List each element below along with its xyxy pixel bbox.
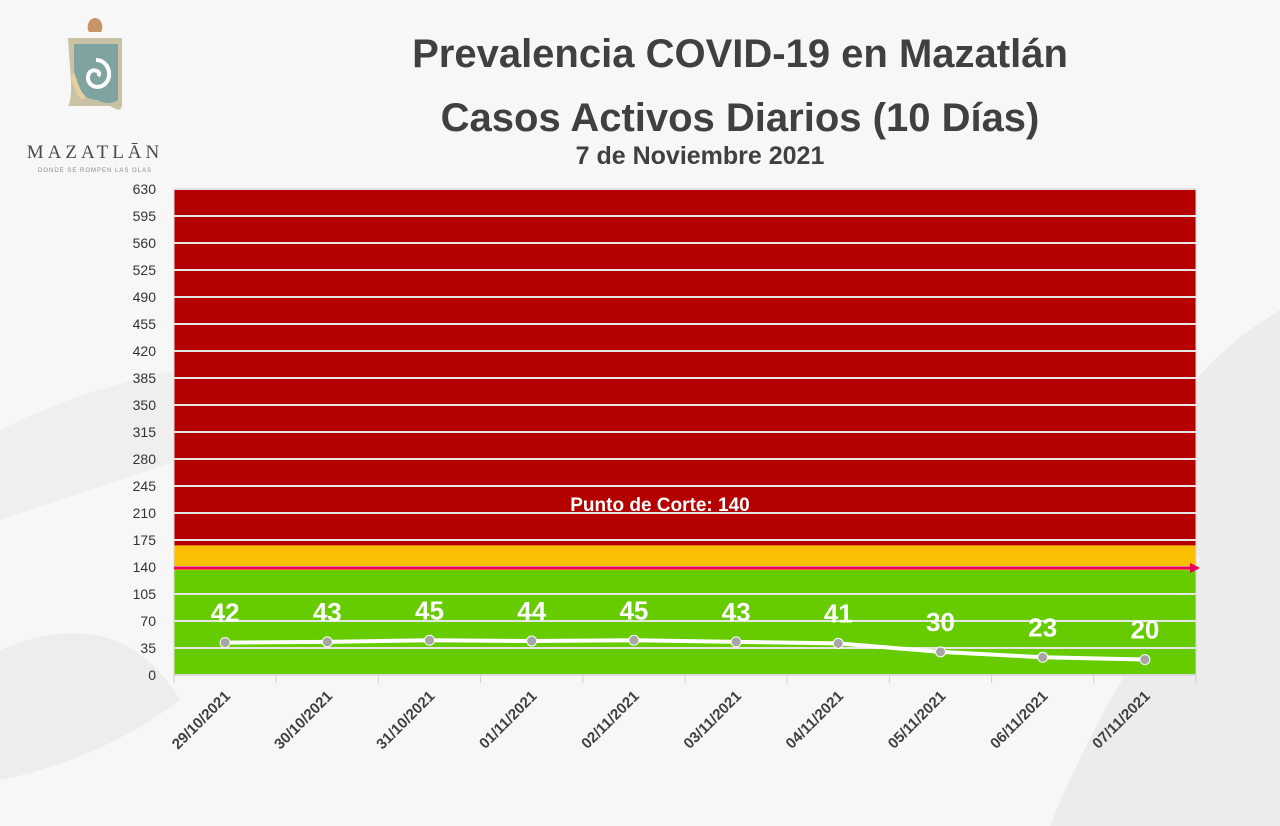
- y-tick-label: 175: [133, 532, 157, 548]
- x-tick-label: 02/11/2021: [578, 688, 643, 753]
- x-tick-label: 30/10/2021: [271, 688, 336, 753]
- y-tick-label: 490: [133, 289, 157, 305]
- data-label: 45: [619, 595, 648, 625]
- data-label: 45: [415, 595, 444, 625]
- data-label: 23: [1028, 612, 1057, 642]
- data-label: 42: [211, 598, 240, 628]
- y-tick-label: 210: [133, 505, 157, 521]
- x-tick-label: 29/10/2021: [169, 688, 234, 753]
- x-tick-label: 31/10/2021: [373, 688, 438, 753]
- data-point: [526, 635, 538, 647]
- data-label: 43: [722, 597, 751, 627]
- x-tick-label: 06/11/2021: [987, 688, 1052, 753]
- series-line: [225, 638, 1145, 662]
- y-tick-label: 385: [133, 370, 157, 386]
- report-date: 7 de Noviembre 2021: [575, 142, 825, 170]
- zone-yellow: [174, 545, 1196, 571]
- data-point: [219, 637, 231, 649]
- y-tick-label: 35: [140, 640, 156, 656]
- data-label: 43: [313, 597, 342, 627]
- y-tick-label: 350: [133, 397, 157, 413]
- logo-wordmark: MAZATLĀN: [26, 142, 164, 163]
- data-label: 30: [926, 607, 955, 637]
- data-label: 20: [1130, 615, 1159, 645]
- data-point: [832, 637, 844, 649]
- x-tick-label: 07/11/2021: [1089, 688, 1154, 753]
- y-tick-label: 70: [140, 613, 156, 629]
- chart-subtitle: Casos Activos Diarios (10 Días): [440, 96, 1040, 140]
- y-tick-label: 105: [133, 586, 157, 602]
- data-point: [628, 634, 640, 646]
- y-tick-label: 420: [133, 343, 157, 359]
- y-tick-label: 455: [133, 316, 157, 332]
- data-label: 41: [824, 598, 853, 628]
- y-tick-label: 0: [148, 667, 156, 683]
- shell-wave-emblem-icon: [68, 18, 122, 110]
- data-point: [321, 636, 333, 648]
- y-tick-label: 630: [133, 181, 157, 197]
- x-tick-label: 01/11/2021: [476, 688, 541, 753]
- x-tick-label: 04/11/2021: [783, 688, 848, 753]
- data-point: [1139, 654, 1151, 666]
- x-tick-label: 03/11/2021: [680, 688, 745, 753]
- data-point: [424, 634, 435, 646]
- data-point: [1037, 651, 1049, 663]
- data-label: 44: [517, 596, 546, 626]
- chart-title: Prevalencia COVID-19 en Mazatlán: [412, 32, 1068, 76]
- mazatlan-logo: MAZATLĀN DONDE SE ROMPEN LAS OLAS: [18, 14, 172, 174]
- y-tick-label: 560: [133, 235, 157, 251]
- cutoff-label: Punto de Corte: 140: [570, 495, 749, 516]
- y-tick-label: 595: [133, 208, 157, 224]
- x-tick-label: 05/11/2021: [885, 688, 950, 753]
- logo-tagline: DONDE SE ROMPEN LAS OLAS: [37, 168, 153, 174]
- y-tick-label: 280: [133, 451, 157, 467]
- data-point: [730, 636, 742, 648]
- data-point: [935, 646, 946, 658]
- y-tick-label: 315: [133, 424, 157, 440]
- y-tick-label: 140: [133, 559, 157, 575]
- y-tick-label: 525: [133, 262, 157, 278]
- y-tick-label: 245: [133, 478, 157, 494]
